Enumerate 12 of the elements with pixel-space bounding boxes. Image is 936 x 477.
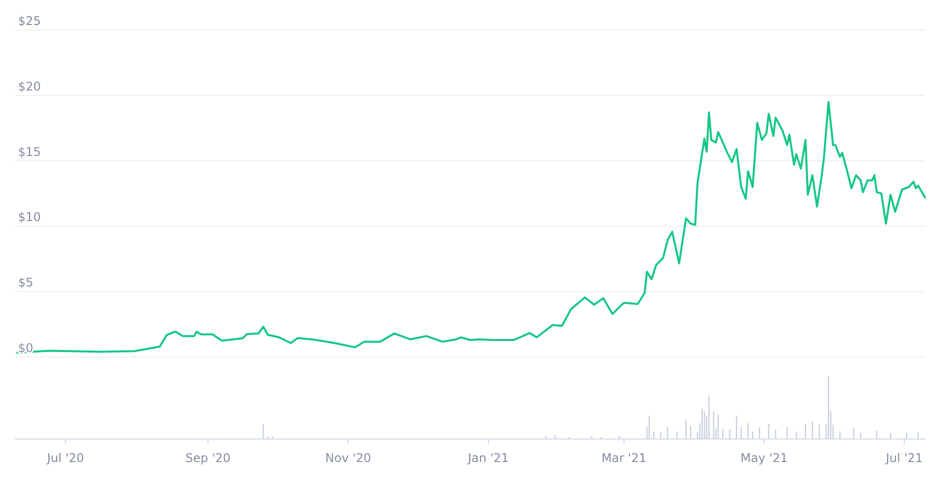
x-tick-label: Jul '20 (46, 451, 84, 465)
x-tick-label: Mar '21 (601, 451, 646, 465)
x-tick-label: Sep '20 (186, 451, 231, 465)
x-tick-label: May '21 (740, 451, 788, 465)
y-tick-label: $20 (18, 79, 41, 94)
y-tick-label: $25 (18, 14, 41, 28)
x-tick-label: Jul '21 (884, 451, 923, 465)
y-tick-label: $15 (18, 144, 41, 159)
x-tick-label: Jan '21 (466, 451, 509, 465)
y-tick-label: $5 (18, 276, 34, 290)
y-tick-label: $10 (18, 210, 41, 224)
x-tick-label: Nov '20 (325, 451, 372, 465)
